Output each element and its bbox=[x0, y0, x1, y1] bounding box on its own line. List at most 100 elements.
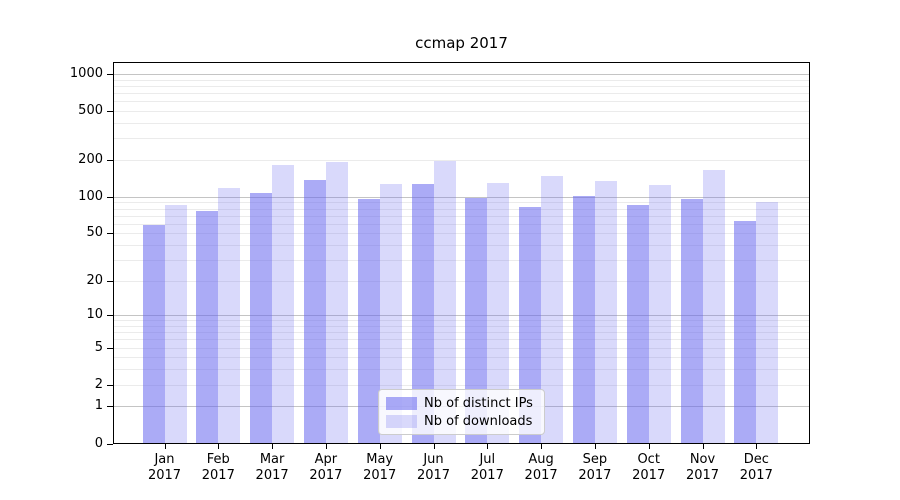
x-tick-label: Mar 2017 bbox=[255, 452, 289, 483]
legend-item-distinct-ips: Nb of distinct IPs bbox=[386, 396, 537, 411]
legend-item-downloads: Nb of downloads bbox=[386, 414, 537, 429]
gridline-minor bbox=[114, 280, 809, 282]
x-tick-label: Oct 2017 bbox=[632, 452, 666, 483]
gridline-minor bbox=[114, 79, 809, 81]
gridline-minor bbox=[114, 326, 809, 327]
gridline-minor bbox=[114, 93, 809, 95]
gridline-minor bbox=[114, 320, 809, 322]
y-tick-label: 10 bbox=[86, 307, 103, 323]
gridline-minor bbox=[114, 111, 809, 112]
bar-downloads-may bbox=[379, 183, 402, 443]
y-tick-mark bbox=[107, 347, 113, 349]
x-tick-mark bbox=[594, 444, 596, 449]
bar-distinct-ips-aug bbox=[519, 207, 542, 443]
bar-downloads-sep bbox=[594, 181, 617, 443]
x-tick-label: Jun 2017 bbox=[416, 452, 451, 483]
legend-swatch-downloads-icon bbox=[386, 414, 417, 428]
y-tick-label: 500 bbox=[78, 103, 103, 118]
x-tick-mark bbox=[756, 444, 758, 449]
y-tick-mark bbox=[107, 315, 113, 317]
x-tick-mark bbox=[702, 444, 704, 449]
gridline-minor bbox=[114, 233, 809, 235]
gridline-minor bbox=[114, 202, 809, 204]
gridline-major bbox=[114, 196, 809, 198]
y-tick-mark bbox=[107, 111, 113, 112]
gridline-minor bbox=[114, 244, 809, 246]
x-tick-mark bbox=[433, 444, 435, 449]
bar-distinct-ips-jan bbox=[142, 224, 165, 443]
x-tick-mark bbox=[541, 444, 543, 449]
x-tick-label: Feb 2017 bbox=[201, 452, 235, 483]
gridline-minor bbox=[114, 215, 809, 217]
bar-distinct-ips-nov bbox=[680, 198, 703, 443]
x-tick-mark bbox=[218, 444, 220, 449]
gridline-minor bbox=[114, 384, 809, 386]
x-tick-mark bbox=[648, 444, 650, 449]
y-tick-mark bbox=[107, 159, 113, 161]
gridline-minor bbox=[114, 159, 809, 161]
bar-downloads-jun bbox=[433, 161, 456, 443]
gridline-minor bbox=[114, 369, 809, 371]
gridline-minor bbox=[114, 347, 809, 349]
x-tick-label: Nov 2017 bbox=[685, 452, 720, 483]
y-tick-label: 200 bbox=[78, 151, 103, 167]
x-tick-mark bbox=[487, 444, 489, 449]
x-tick-label: Aug 2017 bbox=[524, 452, 558, 483]
bar-downloads-jul bbox=[487, 183, 510, 443]
bar-distinct-ips-mar bbox=[250, 193, 273, 443]
gridline-minor bbox=[114, 332, 809, 334]
y-tick-label: 50 bbox=[86, 225, 103, 241]
y-tick-mark bbox=[107, 384, 113, 386]
legend-label-distinct-ips: Nb of distinct IPs bbox=[424, 395, 533, 411]
bar-downloads-apr bbox=[325, 161, 348, 443]
bar-downloads-nov bbox=[702, 169, 725, 443]
x-tick-label: Sep 2017 bbox=[578, 452, 612, 483]
y-tick-mark bbox=[107, 74, 113, 75]
gridline-minor bbox=[114, 138, 809, 140]
x-tick-label: Jan 2017 bbox=[147, 452, 182, 483]
chart-title: ccmap 2017 bbox=[415, 34, 508, 52]
legend: Nb of distinct IPs Nb of downloads bbox=[378, 389, 545, 435]
y-tick-mark bbox=[107, 406, 113, 408]
y-tick-mark bbox=[107, 443, 113, 445]
bar-downloads-jan bbox=[164, 204, 187, 443]
x-tick-label: Apr 2017 bbox=[309, 452, 343, 483]
y-tick-mark bbox=[107, 280, 113, 282]
gridline-major bbox=[114, 74, 809, 75]
bar-downloads-feb bbox=[218, 187, 241, 443]
bar-downloads-mar bbox=[272, 165, 295, 443]
bar-distinct-ips-sep bbox=[572, 195, 595, 443]
bar-distinct-ips-jul bbox=[465, 198, 488, 443]
gridline-minor bbox=[114, 357, 809, 359]
gridline-major bbox=[114, 315, 809, 317]
y-tick-label: 1 bbox=[94, 398, 103, 414]
legend-swatch-distinct-ips-icon bbox=[386, 396, 417, 410]
gridline-minor bbox=[114, 101, 809, 103]
y-tick-label: 5 bbox=[94, 339, 103, 355]
y-tick-label: 0 bbox=[94, 435, 103, 451]
y-tick-label: 100 bbox=[78, 188, 103, 204]
bar-distinct-ips-apr bbox=[303, 180, 326, 443]
gridline-minor bbox=[114, 259, 809, 261]
bar-distinct-ips-oct bbox=[626, 205, 649, 443]
y-tick-label: 20 bbox=[86, 272, 103, 288]
y-tick-mark bbox=[107, 196, 113, 198]
bar-distinct-ips-jun bbox=[411, 184, 434, 443]
x-tick-mark bbox=[272, 444, 274, 449]
x-tick-mark bbox=[164, 444, 166, 449]
gridline-minor bbox=[114, 208, 809, 210]
bar-downloads-dec bbox=[756, 201, 779, 443]
x-tick-label: May 2017 bbox=[363, 452, 397, 483]
y-tick-label: 1000 bbox=[69, 66, 103, 81]
gridline-minor bbox=[114, 339, 809, 341]
plot-area bbox=[113, 62, 810, 444]
x-tick-label: Dec 2017 bbox=[739, 452, 773, 483]
bar-distinct-ips-may bbox=[357, 199, 380, 443]
bar-distinct-ips-dec bbox=[734, 221, 757, 443]
legend-label-downloads: Nb of downloads bbox=[424, 413, 533, 429]
y-tick-mark bbox=[107, 233, 113, 235]
x-tick-mark bbox=[379, 444, 381, 449]
x-tick-mark bbox=[325, 444, 327, 449]
x-tick-label: Jul 2017 bbox=[470, 452, 504, 483]
